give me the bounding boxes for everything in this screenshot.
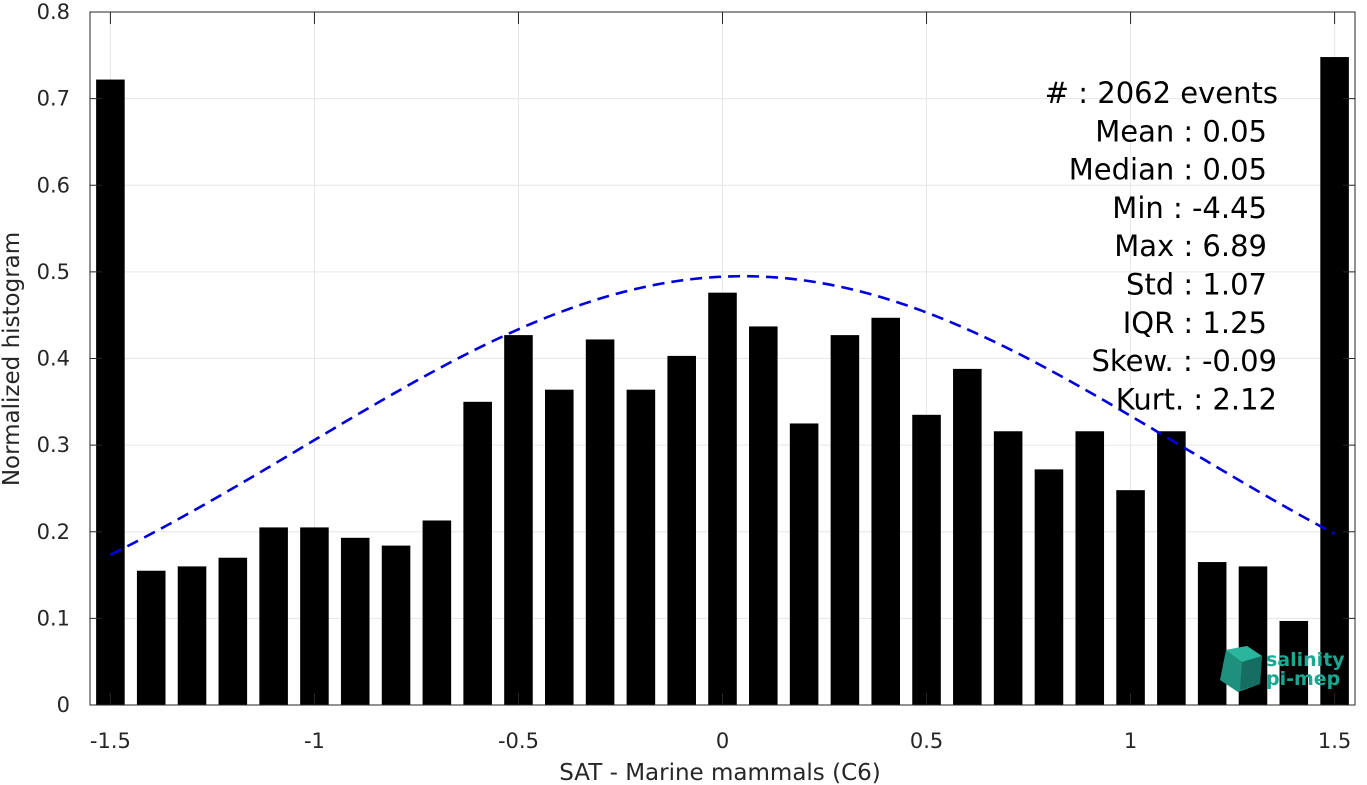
y-tick-labels: 0 0.1 0.2 0.3 0.4 0.5 0.6 0.7 0.8 xyxy=(37,0,70,717)
histogram-bar xyxy=(830,335,860,705)
stats-line: IQR : 1.25 xyxy=(1123,306,1267,340)
histogram-bar xyxy=(1320,57,1349,706)
y-tick-label: 0.2 xyxy=(37,520,70,544)
histogram-bar xyxy=(1157,431,1186,705)
stats-line: # : 2062 events xyxy=(1045,76,1278,110)
y-tick-label: 0.1 xyxy=(37,606,70,630)
stats-annotation: # : 2062 events Mean : 0.05 Median : 0.05 M… xyxy=(1045,76,1278,416)
histogram-bar xyxy=(626,389,656,705)
histogram-bar xyxy=(136,570,166,705)
histogram-bar xyxy=(463,401,492,705)
histogram-bar xyxy=(1034,469,1064,705)
x-tick-label: 1.5 xyxy=(1318,729,1351,753)
histogram-bar xyxy=(1116,490,1145,705)
logo-cube-icon xyxy=(1220,646,1262,692)
x-tick-labels: -1.5 -1 -0.5 0 0.5 1 1.5 xyxy=(90,729,1351,753)
salinity-pimep-logo: salinity pi-mep xyxy=(1220,646,1345,692)
histogram-bar xyxy=(1075,431,1105,705)
stats-line: Kurt. : 2.12 xyxy=(1116,382,1277,416)
y-tick-label: 0.5 xyxy=(37,260,70,284)
histogram-bar xyxy=(749,326,778,705)
x-tick-label: 1 xyxy=(1124,729,1137,753)
histogram-bar xyxy=(953,368,982,705)
x-tick-label: 0.5 xyxy=(910,729,943,753)
histogram-bar xyxy=(177,566,207,705)
histogram-bar xyxy=(218,557,248,705)
x-tick-label: -1 xyxy=(304,729,325,753)
logo-line-1: salinity xyxy=(1266,649,1345,671)
histogram-bar xyxy=(912,414,941,705)
histogram-bar xyxy=(871,317,901,705)
normal-fit-curve xyxy=(109,274,1336,556)
histogram-bar xyxy=(381,545,411,705)
histogram-bar xyxy=(300,527,329,705)
logo-line-2: pi-mep xyxy=(1266,668,1340,690)
stats-line: Max : 6.89 xyxy=(1114,229,1267,263)
x-tick-label: -0.5 xyxy=(498,729,539,753)
histogram-bar xyxy=(585,339,615,705)
x-tick-label: -1.5 xyxy=(90,729,131,753)
histogram-bar xyxy=(504,335,533,705)
histogram-bar xyxy=(259,527,288,705)
histogram-bar xyxy=(667,355,696,705)
y-axis-title: Normalized histogram xyxy=(0,232,25,486)
histogram-bar xyxy=(544,389,574,705)
histogram-bar xyxy=(1197,562,1227,705)
x-tick-label: 0 xyxy=(716,729,729,753)
y-tick-label: 0.8 xyxy=(37,0,70,24)
stats-line: Min : -4.45 xyxy=(1112,191,1267,225)
histogram-bar xyxy=(993,431,1023,705)
y-tick-label: 0.3 xyxy=(37,433,70,457)
histogram-bar xyxy=(422,520,452,705)
stats-line: Median : 0.05 xyxy=(1069,153,1267,187)
stats-line: Mean : 0.05 xyxy=(1095,114,1267,148)
histogram-bar xyxy=(708,292,737,705)
histogram-bar xyxy=(789,423,819,705)
histogram-bar xyxy=(340,537,370,705)
histogram-bar xyxy=(1279,620,1309,705)
stats-line: Skew. : -0.09 xyxy=(1091,344,1277,378)
histogram-bars xyxy=(96,57,1349,706)
y-tick-label: 0.7 xyxy=(37,87,70,111)
stats-line: Std : 1.07 xyxy=(1126,268,1267,302)
y-tick-label: 0.6 xyxy=(37,173,70,197)
axis-ticks xyxy=(90,11,1355,706)
x-axis-title: SAT - Marine mammals (C6) xyxy=(559,760,881,785)
y-tick-label: 0.4 xyxy=(37,347,70,371)
y-tick-label: 0 xyxy=(57,693,70,717)
histogram-bar xyxy=(96,79,125,705)
